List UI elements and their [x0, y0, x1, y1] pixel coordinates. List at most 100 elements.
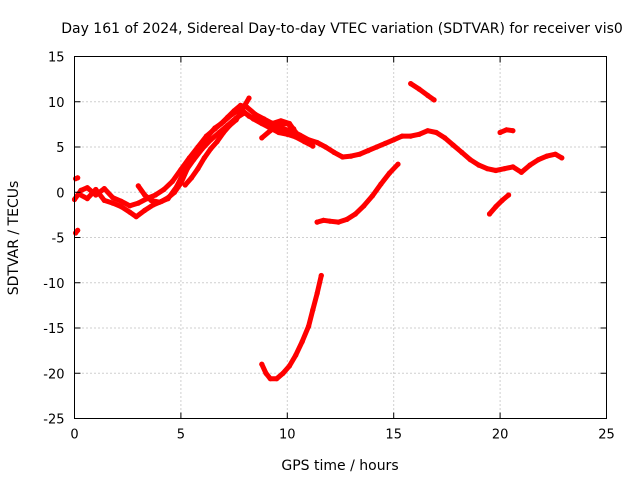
data-point	[93, 186, 99, 193]
data-point	[237, 102, 244, 108]
y-axis-label: SDTVAR / TECUs	[6, 181, 22, 296]
data-point	[165, 196, 171, 202]
series-main-track-a	[72, 106, 565, 209]
data-point	[233, 117, 239, 123]
data-point	[497, 129, 503, 136]
data-point	[365, 148, 371, 154]
data-point	[250, 116, 256, 122]
data-point	[503, 127, 510, 133]
data-point	[340, 154, 346, 160]
series-dip-track	[259, 273, 324, 382]
y-tick-label: 0	[56, 186, 64, 201]
data-point	[148, 197, 154, 203]
data-point	[157, 199, 163, 205]
data-point	[559, 155, 565, 161]
data-point	[544, 153, 550, 159]
data-point	[395, 161, 401, 167]
y-tick-label: -5	[52, 232, 65, 247]
data-point	[399, 133, 405, 139]
data-point	[195, 166, 201, 172]
data-point	[133, 214, 139, 220]
data-point	[246, 95, 252, 101]
data-point	[486, 211, 493, 217]
data-point	[201, 155, 207, 161]
data-point	[416, 131, 422, 137]
data-point	[152, 192, 158, 198]
data-point	[510, 164, 516, 170]
data-point	[127, 209, 133, 215]
data-point	[335, 219, 341, 225]
data-point	[286, 363, 292, 369]
data-point	[84, 185, 90, 191]
data-point	[357, 151, 363, 157]
data-point	[188, 175, 195, 181]
data-point	[527, 162, 533, 168]
data-point	[274, 376, 280, 382]
data-point	[386, 170, 392, 176]
data-point	[293, 352, 299, 358]
x-tick-label: 10	[279, 428, 296, 443]
y-tick-label: -10	[43, 277, 64, 292]
ticks-layer: 0 5 10 15 20 25 -25 -20 -15 -10 -5 0 5 10 15	[43, 51, 615, 443]
x-tick-label: 5	[177, 428, 185, 443]
data-point	[212, 125, 218, 131]
x-tick-label: 20	[492, 428, 509, 443]
x-axis-label: GPS time / hours	[281, 458, 398, 474]
data-point	[314, 139, 320, 146]
data-point	[408, 81, 414, 87]
data-point	[135, 200, 141, 206]
data-point	[218, 120, 224, 127]
data-point	[369, 193, 375, 199]
data-point	[127, 203, 133, 209]
data-point	[231, 108, 237, 114]
data-point	[284, 131, 290, 137]
data-point	[323, 144, 329, 150]
series-layer	[71, 81, 565, 382]
chart-title: Day 161 of 2024, Sidereal Day-to-day VTE…	[61, 21, 623, 37]
data-point	[174, 184, 180, 190]
data-point	[331, 149, 337, 155]
data-point	[118, 204, 124, 210]
data-point	[169, 178, 175, 184]
grid-layer	[74, 56, 607, 419]
data-point	[142, 192, 148, 198]
data-point	[101, 197, 107, 203]
data-point	[391, 137, 397, 143]
data-point	[220, 129, 227, 136]
data-point	[186, 161, 192, 167]
data-point	[310, 307, 316, 313]
x-tick-label: 0	[70, 428, 78, 443]
data-point	[476, 162, 482, 168]
data-point	[118, 198, 124, 204]
data-point	[506, 192, 512, 198]
x-tick-label: 15	[385, 428, 402, 443]
data-point	[101, 186, 107, 192]
data-point	[225, 114, 231, 120]
data-point	[75, 175, 81, 181]
data-point	[280, 370, 286, 376]
data-point	[261, 116, 267, 122]
data-point	[161, 186, 167, 193]
data-point	[84, 196, 90, 202]
data-point	[408, 133, 414, 139]
data-point	[214, 139, 220, 145]
data-point	[320, 217, 327, 223]
series-short-track-top	[408, 81, 437, 103]
data-point	[484, 166, 490, 172]
data-point	[293, 134, 299, 140]
data-point	[259, 135, 265, 141]
data-point	[535, 157, 542, 163]
data-point	[499, 197, 505, 203]
data-point	[518, 169, 525, 175]
data-point	[552, 151, 559, 157]
data-point	[208, 137, 214, 143]
data-point	[142, 207, 148, 213]
data-point	[280, 126, 286, 132]
data-point	[269, 120, 275, 127]
data-point	[227, 122, 233, 128]
data-point	[416, 86, 422, 92]
data-point	[276, 129, 282, 136]
data-point	[267, 376, 273, 382]
data-point	[433, 129, 439, 136]
